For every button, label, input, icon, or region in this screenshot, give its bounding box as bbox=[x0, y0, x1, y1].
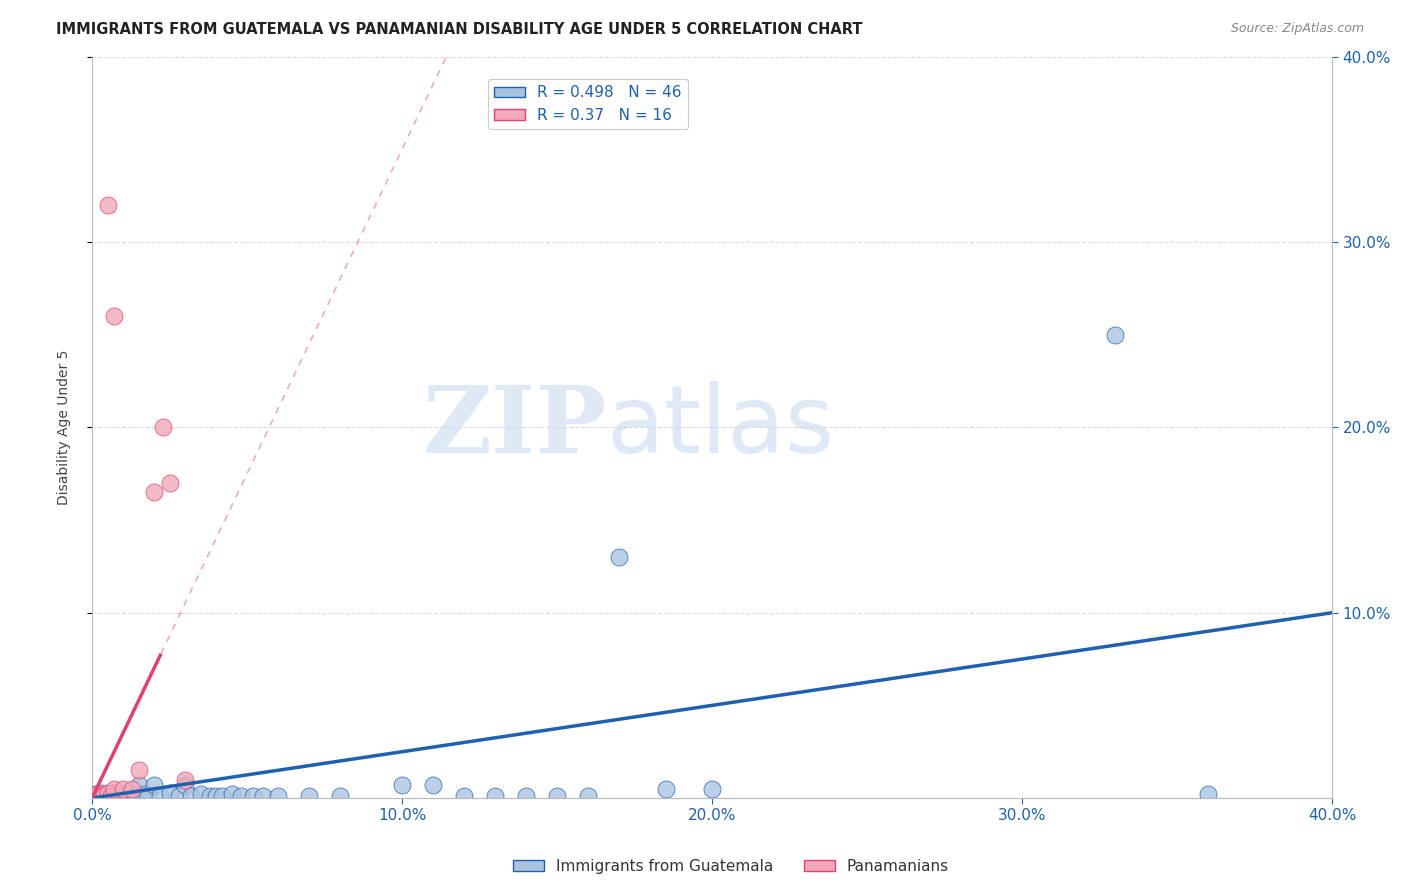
Point bbox=[111, 789, 134, 804]
Point bbox=[103, 785, 125, 799]
Point bbox=[152, 420, 174, 434]
Point bbox=[143, 778, 166, 792]
Text: Source: ZipAtlas.com: Source: ZipAtlas.com bbox=[1230, 22, 1364, 36]
Point bbox=[128, 764, 150, 778]
Point bbox=[159, 785, 181, 799]
Point bbox=[205, 789, 228, 804]
Point bbox=[242, 789, 264, 804]
Point bbox=[211, 789, 233, 804]
Point bbox=[93, 789, 115, 804]
Point bbox=[121, 781, 143, 796]
Point bbox=[229, 789, 252, 804]
Point bbox=[159, 475, 181, 490]
Point bbox=[103, 781, 125, 796]
Text: IMMIGRANTS FROM GUATEMALA VS PANAMANIAN DISABILITY AGE UNDER 5 CORRELATION CHART: IMMIGRANTS FROM GUATEMALA VS PANAMANIAN … bbox=[56, 22, 863, 37]
Point bbox=[298, 789, 321, 804]
Point bbox=[149, 789, 172, 804]
Point bbox=[96, 198, 118, 212]
Point bbox=[105, 789, 128, 804]
Point bbox=[84, 789, 107, 804]
Point bbox=[143, 485, 166, 500]
Point bbox=[167, 789, 190, 804]
Point bbox=[128, 778, 150, 792]
Point bbox=[180, 789, 202, 804]
Point bbox=[576, 789, 599, 804]
Point bbox=[87, 789, 110, 804]
Point bbox=[198, 789, 221, 804]
Point bbox=[1197, 788, 1219, 802]
Point bbox=[131, 789, 153, 804]
Point bbox=[124, 789, 146, 804]
Point bbox=[96, 788, 118, 802]
Point bbox=[90, 789, 112, 804]
Point bbox=[700, 781, 723, 796]
Point bbox=[136, 789, 159, 804]
Point bbox=[84, 788, 107, 802]
Point bbox=[174, 772, 197, 787]
Point bbox=[329, 789, 352, 804]
Point bbox=[267, 789, 290, 804]
Point bbox=[100, 789, 122, 804]
Text: atlas: atlas bbox=[606, 382, 835, 474]
Point bbox=[422, 778, 444, 792]
Point bbox=[111, 781, 134, 796]
Point bbox=[391, 778, 413, 792]
Point bbox=[174, 778, 197, 792]
Point bbox=[484, 789, 506, 804]
Point bbox=[118, 788, 141, 802]
Point bbox=[453, 789, 475, 804]
Point bbox=[607, 550, 630, 565]
Text: ZIP: ZIP bbox=[422, 383, 606, 473]
Point bbox=[96, 785, 118, 799]
Point bbox=[515, 789, 537, 804]
Legend: R = 0.498   N = 46, R = 0.37   N = 16: R = 0.498 N = 46, R = 0.37 N = 16 bbox=[488, 79, 688, 129]
Point bbox=[252, 789, 274, 804]
Point bbox=[93, 789, 115, 804]
Point bbox=[103, 309, 125, 323]
Point bbox=[134, 788, 156, 802]
Point bbox=[100, 789, 122, 804]
Point bbox=[87, 788, 110, 802]
Point bbox=[121, 789, 143, 804]
Point bbox=[221, 788, 243, 802]
Point bbox=[190, 788, 212, 802]
Y-axis label: Disability Age Under 5: Disability Age Under 5 bbox=[58, 350, 72, 505]
Legend: Immigrants from Guatemala, Panamanians: Immigrants from Guatemala, Panamanians bbox=[508, 853, 955, 880]
Point bbox=[115, 789, 138, 804]
Point bbox=[654, 781, 676, 796]
Point bbox=[108, 788, 131, 802]
Point bbox=[1104, 327, 1126, 342]
Point bbox=[546, 789, 568, 804]
Point bbox=[90, 785, 112, 799]
